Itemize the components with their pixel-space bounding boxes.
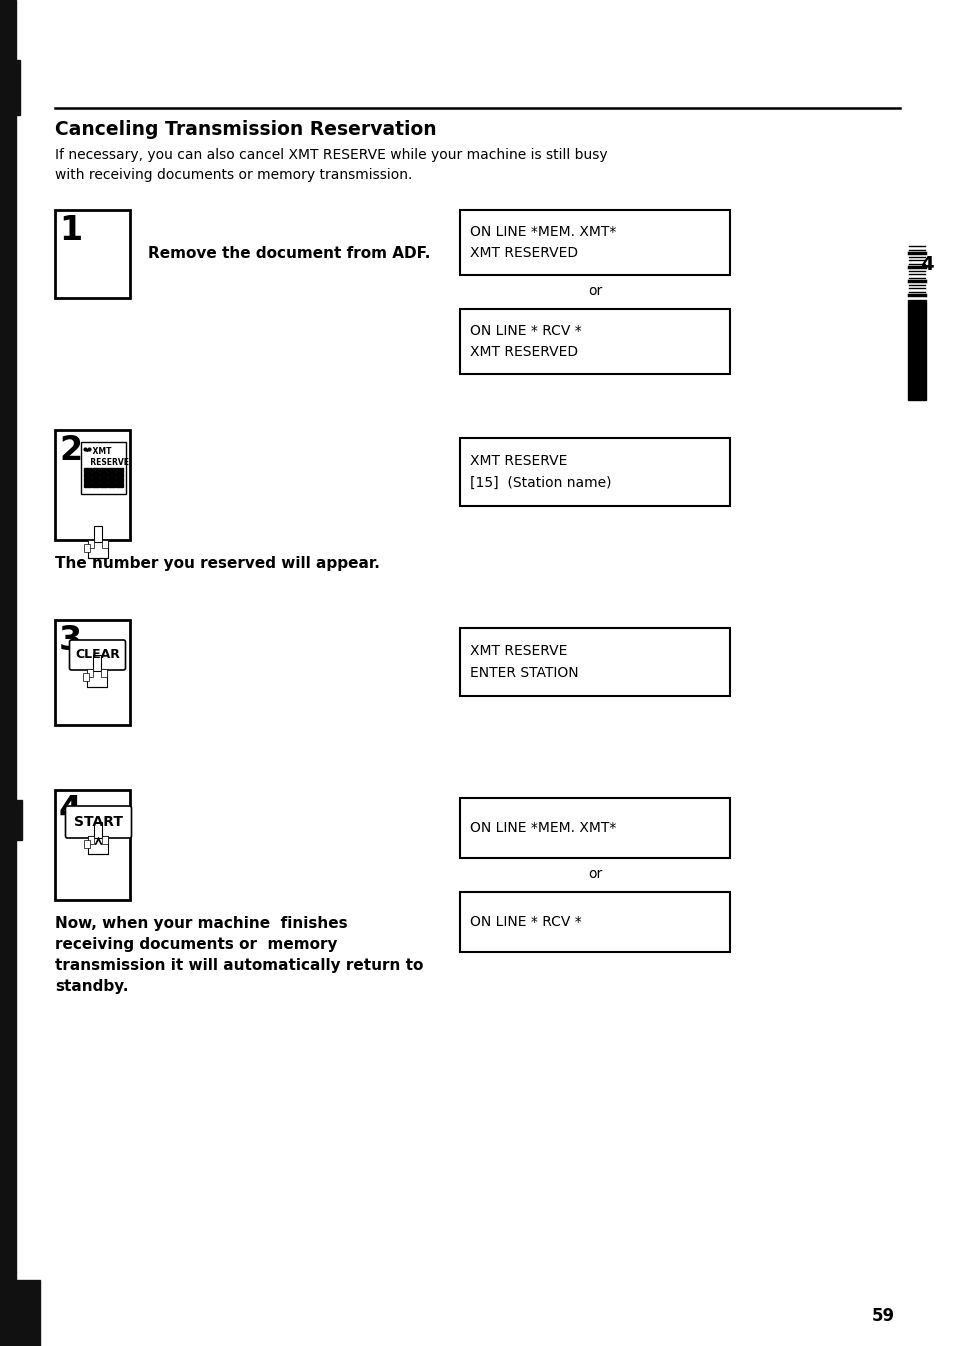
- Text: 4: 4: [59, 794, 82, 826]
- Bar: [55, 210, 130, 297]
- Bar: [81, 441, 126, 494]
- Bar: [0, 1280, 40, 1346]
- Text: CLEAR: CLEAR: [75, 649, 120, 661]
- Bar: [116, 478, 123, 482]
- Bar: [0, 800, 22, 840]
- Text: ON LINE *MEM. XMT*: ON LINE *MEM. XMT*: [470, 821, 616, 835]
- Text: If necessary, you can also cancel XMT RESERVE while your machine is still busy
w: If necessary, you can also cancel XMT RE…: [55, 148, 607, 182]
- Bar: [91, 472, 99, 476]
- Text: XMT RESERVE
ENTER STATION: XMT RESERVE ENTER STATION: [470, 645, 578, 680]
- Bar: [101, 669, 108, 677]
- Text: Now, when your machine  finishes
receiving documents or  memory
transmission it : Now, when your machine finishes receivin…: [55, 917, 423, 993]
- Bar: [116, 468, 123, 472]
- Text: 4: 4: [920, 256, 933, 275]
- Bar: [85, 840, 91, 848]
- Text: Remove the document from ADF.: Remove the document from ADF.: [148, 246, 430, 261]
- Bar: [84, 472, 91, 476]
- Bar: [88, 669, 108, 686]
- Bar: [100, 483, 107, 487]
- Bar: [55, 790, 130, 900]
- Text: Canceling Transmission Reservation: Canceling Transmission Reservation: [55, 120, 436, 139]
- Bar: [55, 621, 130, 725]
- Bar: [116, 472, 123, 476]
- Bar: [459, 798, 729, 857]
- Text: 2: 2: [59, 433, 82, 467]
- Bar: [116, 483, 123, 487]
- Text: The number you reserved will appear.: The number you reserved will appear.: [55, 556, 379, 571]
- Bar: [108, 468, 115, 472]
- Text: ON LINE *MEM. XMT*
XMT RESERVED: ON LINE *MEM. XMT* XMT RESERVED: [470, 225, 616, 260]
- Bar: [89, 836, 94, 844]
- Bar: [907, 300, 925, 400]
- Bar: [0, 0, 16, 1346]
- Bar: [100, 478, 107, 482]
- Text: 1: 1: [59, 214, 82, 248]
- Bar: [108, 483, 115, 487]
- Bar: [89, 836, 109, 853]
- Bar: [94, 526, 102, 542]
- Text: or: or: [587, 867, 601, 882]
- Bar: [84, 673, 90, 681]
- Bar: [91, 468, 99, 472]
- Bar: [100, 472, 107, 476]
- Bar: [102, 836, 109, 844]
- Bar: [85, 544, 91, 552]
- Bar: [55, 429, 130, 540]
- Bar: [89, 540, 109, 559]
- Bar: [94, 822, 102, 839]
- Bar: [91, 483, 99, 487]
- FancyBboxPatch shape: [66, 806, 132, 839]
- Bar: [459, 437, 729, 506]
- Bar: [108, 478, 115, 482]
- Text: START: START: [74, 814, 123, 829]
- Bar: [89, 540, 94, 548]
- Text: 59: 59: [871, 1307, 894, 1324]
- Text: XMT RESERVE
[15]  (Station name): XMT RESERVE [15] (Station name): [470, 454, 611, 490]
- Bar: [100, 468, 107, 472]
- Text: 3: 3: [59, 625, 82, 657]
- FancyBboxPatch shape: [70, 639, 126, 670]
- Bar: [84, 468, 91, 472]
- Bar: [108, 472, 115, 476]
- Bar: [0, 61, 20, 114]
- Bar: [459, 310, 729, 374]
- Bar: [102, 540, 109, 548]
- Bar: [459, 892, 729, 952]
- Bar: [84, 483, 91, 487]
- Bar: [459, 210, 729, 275]
- Text: ON LINE * RCV *
XMT RESERVED: ON LINE * RCV * XMT RESERVED: [470, 323, 581, 359]
- Bar: [84, 478, 91, 482]
- Bar: [93, 656, 101, 672]
- Bar: [459, 629, 729, 696]
- Text: • XMT
  RESERVE: • XMT RESERVE: [85, 447, 129, 467]
- Bar: [91, 478, 99, 482]
- Bar: [88, 669, 93, 677]
- Text: ON LINE * RCV *: ON LINE * RCV *: [470, 915, 581, 929]
- Text: or: or: [587, 284, 601, 297]
